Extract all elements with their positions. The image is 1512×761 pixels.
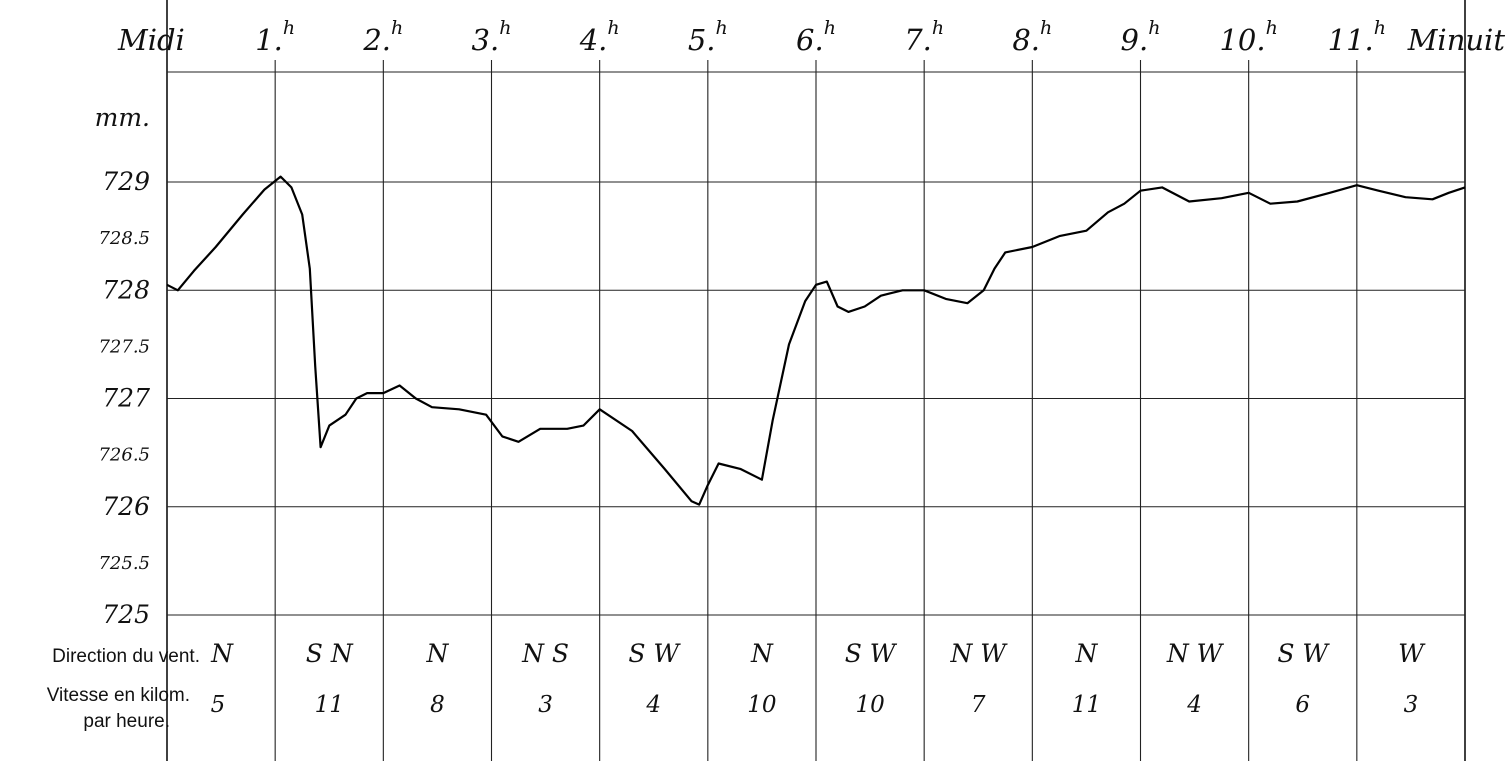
hour-label: 10.h xyxy=(1219,17,1277,57)
wind-speed-cell: 4 xyxy=(645,692,661,718)
hour-label-superscript: h xyxy=(932,17,944,39)
y-tick-label: 725.5 xyxy=(98,553,150,574)
wind-direction-cell: S W xyxy=(628,639,681,668)
y-tick-label: 728.5 xyxy=(98,228,150,249)
hour-label-superscript: h xyxy=(391,17,403,39)
hour-label: Minuit xyxy=(1407,23,1506,57)
hour-label-superscript: h xyxy=(1374,17,1386,39)
y-tick-label: 729 xyxy=(102,167,150,196)
wind-speed-cell: 6 xyxy=(1295,692,1310,718)
hour-label: 3.h xyxy=(472,17,512,57)
chart-grid xyxy=(166,0,1466,761)
hour-label-superscript: h xyxy=(499,17,511,39)
wind-speed-row-label-line1: Vitesse en kilom. xyxy=(47,685,190,706)
wind-speed-cell: 3 xyxy=(538,692,553,718)
hour-label: 2.h xyxy=(362,17,403,57)
wind-speed-row-label-line2: par heure. xyxy=(83,711,170,732)
wind-direction-cell: N xyxy=(425,639,449,668)
hour-label: 11.h xyxy=(1328,17,1386,57)
wind-speed-cell: 7 xyxy=(971,692,986,718)
hour-label: 8.h xyxy=(1012,17,1052,57)
hour-label-superscript: h xyxy=(1148,17,1160,39)
wind-direction-row-label: Direction du vent. xyxy=(52,646,200,667)
hour-label: 4.h xyxy=(579,17,620,57)
hour-label: 5.h xyxy=(688,17,728,57)
wind-direction-cell: S N xyxy=(306,639,354,668)
y-tick-label: 726 xyxy=(102,492,150,521)
hour-labels: Midi 1.h 2.h 3.h 4.h 5.h 6.h 7.h 8.h 9.h 10.h 11.h M… xyxy=(117,17,1505,57)
hour-label: 7.h xyxy=(904,17,944,57)
pressure-series-line xyxy=(166,175,1466,506)
wind-direction-cell: N xyxy=(210,639,234,668)
wind-direction-cell: N W xyxy=(949,639,1008,668)
hour-label: 6.h xyxy=(796,17,836,57)
y-tick-label: 725 xyxy=(102,600,150,629)
wind-speed-cell: 8 xyxy=(430,692,445,718)
y-axis-unit-label: mm. xyxy=(95,103,150,132)
hour-label-superscript: h xyxy=(716,17,728,39)
wind-direction-cell: N S xyxy=(521,639,569,668)
wind-speed-cell: 4 xyxy=(1186,692,1202,718)
wind-speed-cell: 5 xyxy=(211,692,226,718)
wind-direction-cell: N xyxy=(1074,639,1098,668)
y-tick-label: 728 xyxy=(102,275,150,304)
hour-label-superscript: h xyxy=(607,17,619,39)
wind-speed-cell: 10 xyxy=(855,692,884,718)
y-tick-label: 727.5 xyxy=(98,336,150,357)
wind-direction-cell: S W xyxy=(845,639,898,668)
hour-label: Midi xyxy=(117,23,185,57)
y-tick-labels: 729 728.5 728 727.5 727 726.5 726 725.5 725 xyxy=(98,167,150,629)
y-tick-label: 726.5 xyxy=(98,445,150,466)
hour-label-superscript: h xyxy=(1040,17,1052,39)
wind-direction-cell: N W xyxy=(1166,639,1225,668)
wind-speed-cell: 11 xyxy=(315,692,344,718)
hour-label-superscript: h xyxy=(1266,17,1278,39)
wind-direction-cell: N xyxy=(750,639,774,668)
hour-label-superscript: h xyxy=(283,17,295,39)
wind-speed-cell: 11 xyxy=(1072,692,1101,718)
wind-speed-cell: 10 xyxy=(747,692,776,718)
hour-label: 9.h xyxy=(1121,17,1161,57)
wind-table: Direction du vent. Vitesse en kilom. par… xyxy=(47,639,1426,732)
wind-direction-cell: W xyxy=(1398,639,1426,668)
y-tick-label: 727 xyxy=(102,384,150,413)
wind-direction-cell: S W xyxy=(1277,639,1330,668)
hour-label: 1.h xyxy=(255,17,295,57)
hour-label-superscript: h xyxy=(824,17,836,39)
series-layer xyxy=(166,175,1466,506)
wind-speed-cell: 3 xyxy=(1404,692,1419,718)
